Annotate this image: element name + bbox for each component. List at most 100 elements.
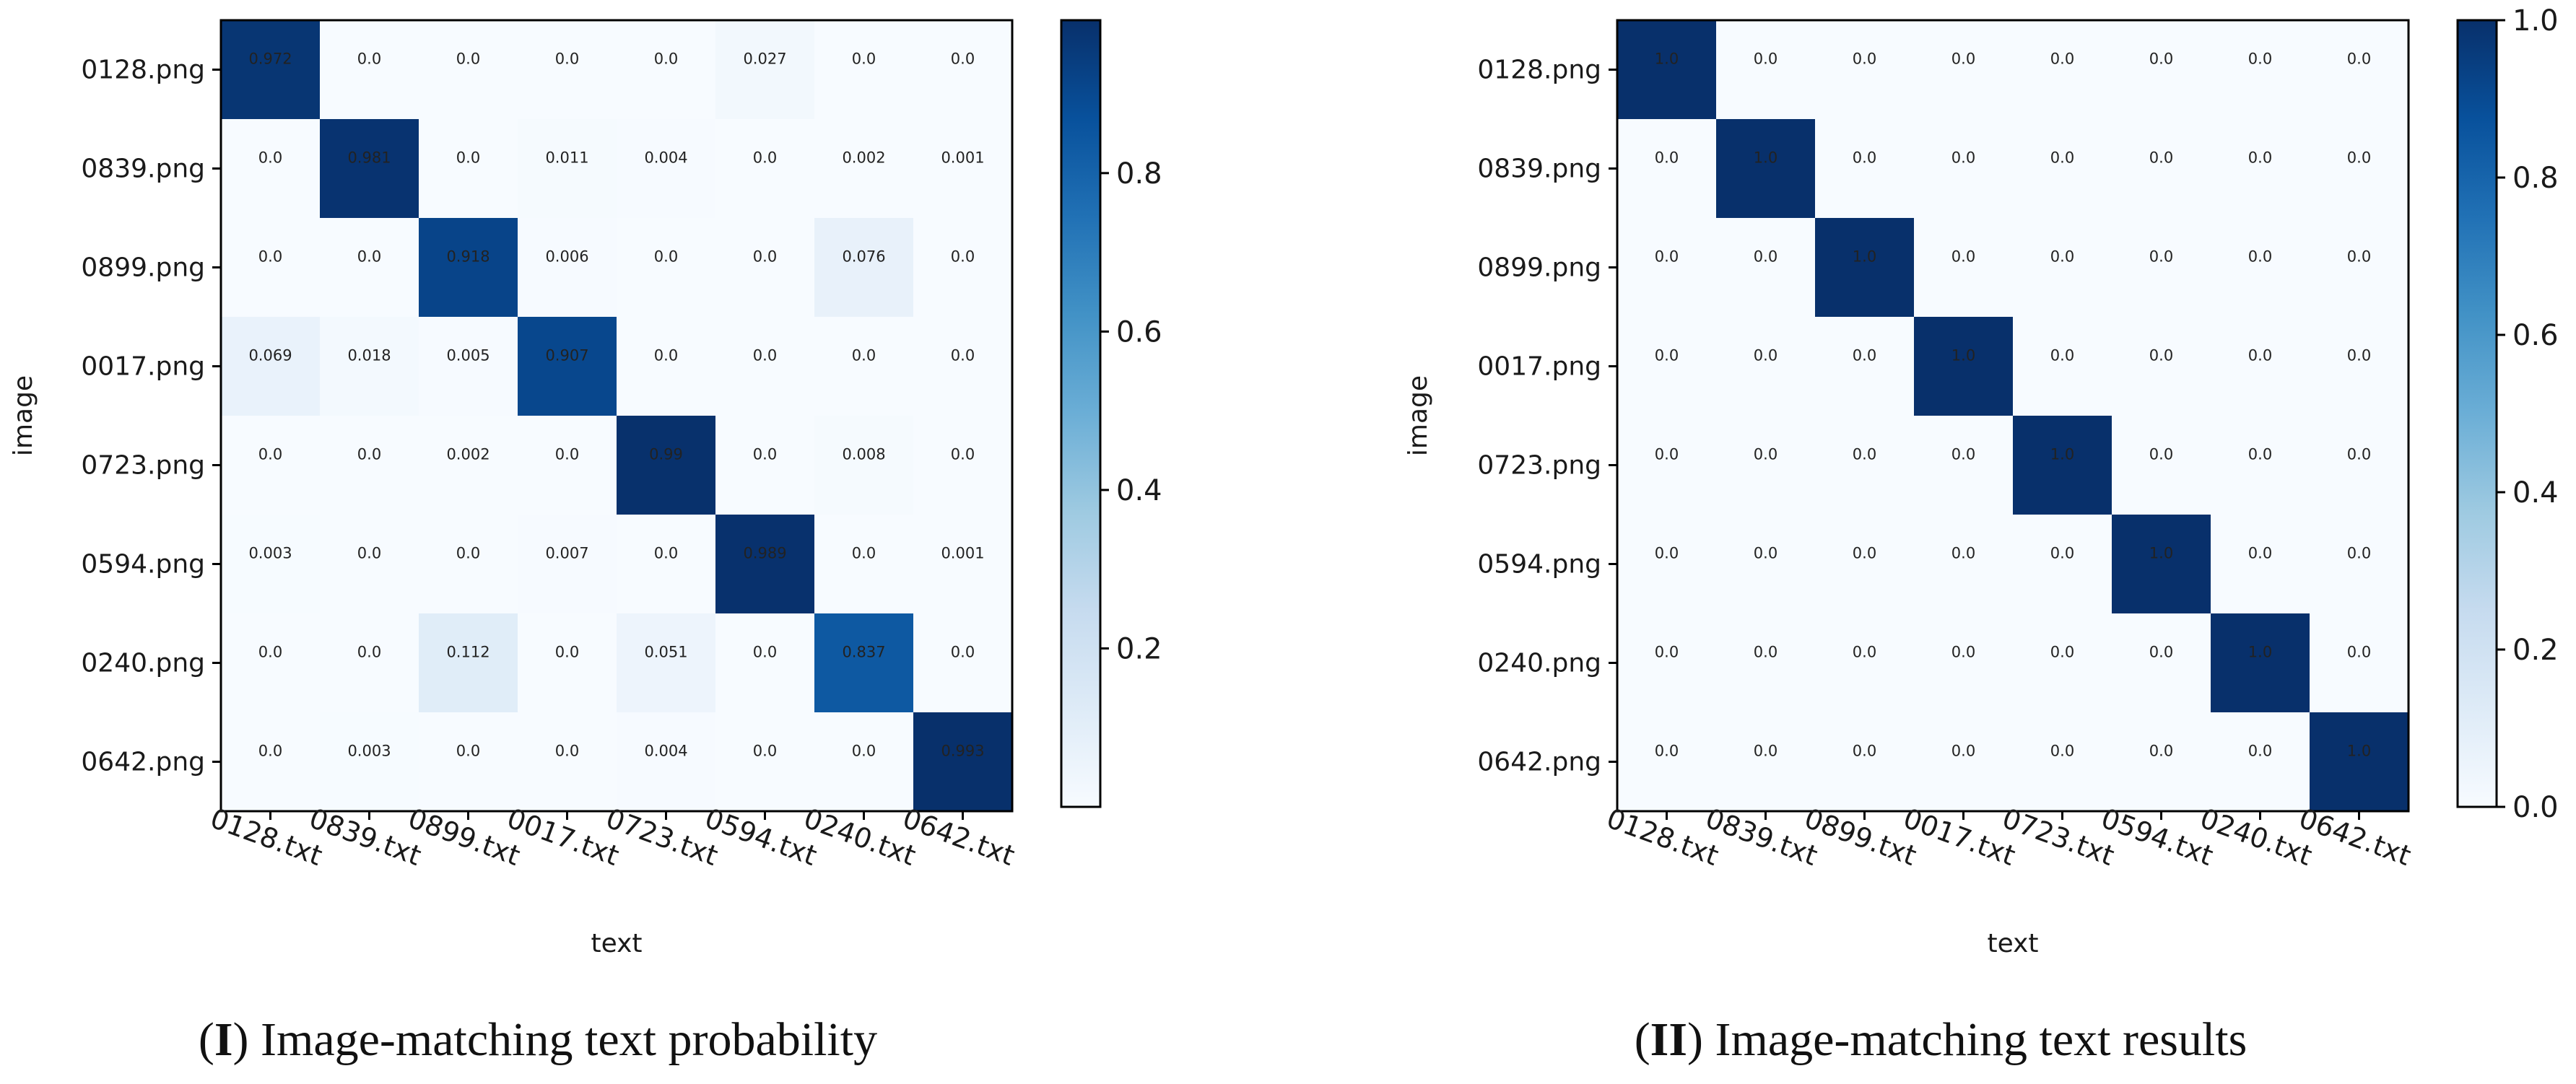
heatmap-cell <box>2013 317 2112 416</box>
cell-label: 0.0 <box>258 446 282 463</box>
heatmap-cell <box>913 20 1013 120</box>
cell-label: 0.0 <box>1853 51 1876 68</box>
y-tick-label: 0839.png <box>1477 154 1601 184</box>
cell-label: 0.0 <box>1951 446 1975 463</box>
heatmap-cell <box>617 613 716 713</box>
cell-label: 0.0 <box>1655 644 1679 661</box>
cell-label: 0.0 <box>456 545 480 562</box>
plot-frame <box>1616 19 2410 813</box>
cell-label: 0.006 <box>545 248 588 266</box>
cell-label: 0.0 <box>2248 743 2272 760</box>
heatmap-cell <box>518 613 617 713</box>
heatmap-cell <box>617 712 716 812</box>
cell-label: 0.069 <box>248 347 292 364</box>
cell-label: 0.0 <box>456 51 480 68</box>
x-tick-label: 0128.txt <box>1603 803 1723 872</box>
heatmap-cell <box>2310 416 2409 515</box>
heatmap-cell <box>913 218 1013 318</box>
y-tick-label: 0594.png <box>81 550 205 580</box>
cell-label: 1.0 <box>1655 51 1679 68</box>
y-tick-label: 0128.png <box>81 56 205 85</box>
cell-label: 0.003 <box>248 545 292 562</box>
heatmap-cell <box>617 20 716 120</box>
cell-label: 0.0 <box>852 545 876 562</box>
cell-label: 0.0 <box>1853 545 1876 562</box>
cell-label: 0.918 <box>446 248 489 266</box>
x-tick-label: 0723.txt <box>602 803 722 872</box>
heatmap-cell <box>320 515 419 614</box>
heatmap-cell <box>617 317 716 416</box>
cell-label: 0.837 <box>842 644 885 661</box>
x-tick-label: 0839.txt <box>305 803 425 872</box>
cell-label: 0.0 <box>258 644 282 661</box>
heatmap-cell <box>518 515 617 614</box>
cell-label: 0.0 <box>2347 51 2371 68</box>
cell-label: 0.0 <box>753 248 777 266</box>
x-tick-label: 0594.txt <box>701 803 821 872</box>
cell-label: 0.0 <box>852 743 876 760</box>
heatmap-cell <box>1914 20 2014 120</box>
colorbar-tick-label: 0.8 <box>2512 162 2559 195</box>
heatmap-cell <box>2013 613 2112 713</box>
cell-label: 0.0 <box>357 51 381 68</box>
plot-frame <box>219 19 1014 813</box>
heatmap-cell <box>221 218 321 318</box>
cell-label: 0.0 <box>1853 347 1876 364</box>
cell-label: 1.0 <box>2050 446 2074 463</box>
heatmap-cell <box>2211 119 2310 219</box>
cell-label: 0.0 <box>357 446 381 463</box>
heatmap-cell <box>1815 613 1915 713</box>
heatmap-cell <box>419 416 518 515</box>
heatmap-cell <box>2013 20 2112 120</box>
heatmap-cell <box>715 613 815 713</box>
cell-label: 0.0 <box>258 248 282 266</box>
cell-label: 0.112 <box>446 644 489 661</box>
caption-1: (I) Image-matching text probability <box>199 1013 877 1066</box>
heatmap-cell <box>1914 416 2014 515</box>
heatmap-cell <box>221 515 321 614</box>
heatmap-cell <box>1617 119 1717 219</box>
heatmap-cell <box>2310 613 2409 713</box>
cell-label: 0.0 <box>951 51 975 68</box>
y-tick-label: 0723.png <box>1477 451 1601 481</box>
y-tick-label: 0017.png <box>81 352 205 382</box>
heatmap-cell <box>715 119 815 219</box>
cell-label: 0.0 <box>2347 248 2371 266</box>
cell-label: 0.0 <box>2149 347 2173 364</box>
heatmap-cell <box>2211 317 2310 416</box>
heatmap-cell <box>1914 712 2014 812</box>
heatmap-cell <box>2112 317 2211 416</box>
cell-label: 0.0 <box>2248 446 2272 463</box>
cell-label: 1.0 <box>2347 743 2371 760</box>
cell-label: 0.0 <box>1754 644 1777 661</box>
heatmap-cell <box>2310 20 2409 120</box>
cell-label: 0.0 <box>1951 149 1975 167</box>
cell-label: 0.0 <box>1951 743 1975 760</box>
cell-label: 0.0 <box>2248 51 2272 68</box>
heatmap-cell <box>518 416 617 515</box>
heatmap-cell <box>1914 515 2014 614</box>
cell-label: 0.0 <box>2248 248 2272 266</box>
y-tick-label: 0642.png <box>81 748 205 777</box>
x-tick-label: 0642.txt <box>899 803 1019 872</box>
heatmap-cell <box>814 317 914 416</box>
cell-label: 0.0 <box>852 51 876 68</box>
cell-label: 1.0 <box>1853 248 1876 266</box>
x-tick-label: 0017.txt <box>503 803 623 872</box>
colorbar-1: 0.2 0.4 0.6 0.8 <box>1060 19 1162 808</box>
x-tick-label: 0723.txt <box>1998 803 2118 872</box>
cell-label: 0.0 <box>456 743 480 760</box>
cell-label: 0.981 <box>347 149 391 167</box>
y-tick-label: 0899.png <box>1477 253 1601 283</box>
cell-label: 0.004 <box>644 149 687 167</box>
cell-label: 0.0 <box>951 446 975 463</box>
cell-label: 0.0 <box>258 149 282 167</box>
cell-label: 0.0 <box>2347 545 2371 562</box>
cell-label: 0.0 <box>1853 644 1876 661</box>
colorbar-gradient <box>1060 19 1102 808</box>
cell-label: 1.0 <box>2248 644 2272 661</box>
colorbar-tick-label: 0.0 <box>2512 791 2559 824</box>
cell-label: 0.0 <box>2347 644 2371 661</box>
heatmap-cell <box>814 416 914 515</box>
